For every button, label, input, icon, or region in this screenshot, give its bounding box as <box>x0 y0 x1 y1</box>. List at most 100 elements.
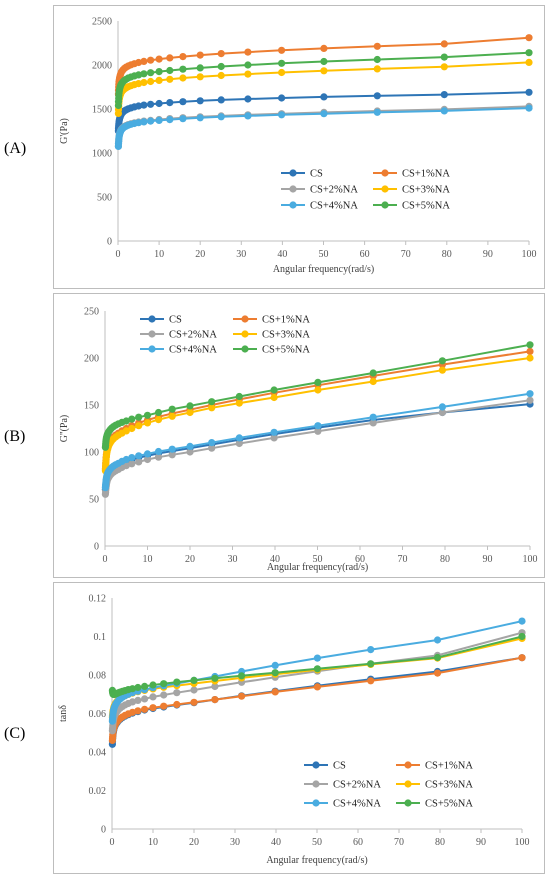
data-point <box>140 78 148 87</box>
data-point <box>217 113 225 121</box>
data-point <box>438 408 446 417</box>
data-point <box>373 108 381 116</box>
data-point <box>154 416 163 424</box>
legend-label: CS+5%NA <box>425 799 473 810</box>
data-point <box>217 96 225 104</box>
data-point <box>196 51 204 59</box>
y-tick-label: 0.12 <box>89 594 107 605</box>
data-point <box>270 393 278 402</box>
data-point <box>135 452 143 460</box>
data-point <box>135 422 143 430</box>
data-point <box>140 118 148 126</box>
data-point <box>179 115 187 123</box>
legend-entry: CS+1%NA <box>396 761 473 772</box>
data-point <box>373 92 381 100</box>
x-tick-label: 80 <box>435 837 445 848</box>
data-point <box>526 341 534 349</box>
data-point <box>134 683 142 692</box>
data-point <box>369 413 377 421</box>
data-point <box>134 707 142 715</box>
data-point <box>525 88 533 96</box>
data-point <box>438 366 446 374</box>
legend-marker <box>312 761 320 769</box>
data-point <box>135 413 143 421</box>
data-point <box>147 100 155 108</box>
x-tick-label: 60 <box>353 837 363 848</box>
data-point <box>211 682 219 691</box>
y-tick-label: 500 <box>97 193 112 204</box>
data-point <box>314 427 322 435</box>
data-point <box>173 689 181 697</box>
data-point <box>196 114 204 122</box>
x-tick-label: 70 <box>394 837 404 848</box>
legend-label: CS <box>310 169 323 180</box>
legend-label: CS+1%NA <box>262 315 310 326</box>
data-point <box>173 700 181 709</box>
legend-marker <box>289 169 297 177</box>
data-point <box>518 617 526 625</box>
legend-marker <box>289 185 297 193</box>
data-point <box>369 419 377 427</box>
data-point <box>278 94 286 102</box>
panel-label-c: (C) <box>4 725 26 742</box>
chart-a-svg: 0 500 1000 1500 2000 2500 0 10 20 30 40 50 60 70 80 90 1… <box>59 17 537 276</box>
legend-entry: CS+1%NA <box>233 315 310 326</box>
y-tick-label: 1000 <box>92 149 112 160</box>
x-tick-label: 30 <box>236 249 246 260</box>
legend-label: CS+2%NA <box>169 330 217 341</box>
legend-label: CS+5%NA <box>262 345 310 356</box>
data-point <box>154 408 163 417</box>
data-point <box>367 660 375 668</box>
legend-entry: CS+4%NA <box>304 799 381 810</box>
y-axis-title: G''(Pa) <box>59 415 70 443</box>
data-point <box>140 101 148 109</box>
panel-label-a: (A) <box>4 140 27 157</box>
chart-panel-a: 0 500 1000 1500 2000 2500 0 10 20 30 40 50 60 70 80 90 1… <box>53 5 545 289</box>
data-point <box>244 95 252 103</box>
x-tick-label: 70 <box>398 554 408 565</box>
data-point <box>168 451 176 459</box>
legend-entry: CS+2%NA <box>304 780 381 791</box>
data-point <box>128 454 136 462</box>
x-tick-label: 60 <box>355 554 365 565</box>
data-point <box>143 450 152 458</box>
y-tick-label: 150 <box>84 401 99 412</box>
data-point <box>525 49 533 57</box>
data-point <box>373 65 381 73</box>
data-point <box>270 434 278 442</box>
data-point <box>244 70 252 78</box>
y-tick-label: 0.04 <box>89 748 107 759</box>
x-tick-label: 60 <box>360 249 370 260</box>
data-point <box>369 377 377 386</box>
x-tick-label: 0 <box>116 249 121 260</box>
chart-c-svg: 0 0.02 0.04 0.06 0.08 0.1 0.12 0 10 20 30 40 50 60 70 8… <box>58 594 530 867</box>
legend-entry: CS+2%NA <box>281 185 358 196</box>
data-point <box>160 691 168 699</box>
y-axis-title: tanδ <box>58 705 69 722</box>
data-point <box>367 646 375 654</box>
data-point <box>238 672 246 680</box>
data-point <box>320 44 328 53</box>
data-point <box>525 104 533 112</box>
legend-entry: CS+4%NA <box>140 345 217 356</box>
y-tick-label: 0.02 <box>89 786 107 797</box>
data-point <box>526 390 534 398</box>
data-point <box>208 404 216 412</box>
chart-b-svg: 0 50 100 150 200 250 0 10 20 30 40 50 60 70 80 90 100 Ang… <box>59 307 538 574</box>
data-point <box>320 57 328 66</box>
legend-entry: CS+1%NA <box>373 169 450 180</box>
data-point <box>320 110 328 118</box>
x-tick-label: 100 <box>523 554 538 565</box>
legend-marker <box>312 799 320 807</box>
legend-marker <box>148 315 156 323</box>
data-point <box>190 676 198 684</box>
data-point <box>141 682 149 690</box>
legend-marker <box>404 780 412 788</box>
legend-marker <box>148 345 156 353</box>
data-point <box>160 680 168 688</box>
data-point <box>173 678 181 686</box>
data-point <box>438 357 446 365</box>
data-point <box>211 696 219 704</box>
data-point <box>122 427 130 435</box>
legend-entry: CS <box>304 761 346 772</box>
